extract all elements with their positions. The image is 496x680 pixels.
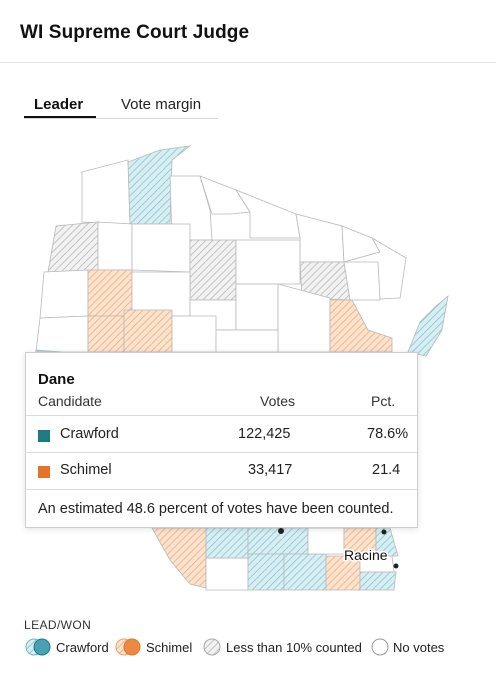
city-dot-racine bbox=[393, 563, 399, 569]
county-douglas bbox=[81, 159, 131, 225]
tooltip-row-candidate: Crawford bbox=[60, 426, 119, 442]
place-label-racine: Racine bbox=[344, 547, 388, 563]
page-title: WI Supreme Court Judge bbox=[20, 22, 250, 43]
county-milwaukee bbox=[375, 527, 399, 557]
county-burnett bbox=[47, 221, 99, 273]
county-dane-south bbox=[247, 527, 309, 555]
view-tabs: Leader Vote margin bbox=[24, 96, 218, 119]
county-lincoln bbox=[235, 283, 279, 331]
schimel-swatch-icon bbox=[115, 638, 141, 656]
tab-vote-margin[interactable]: Vote margin bbox=[121, 96, 202, 113]
crawford-swatch-icon bbox=[38, 430, 50, 442]
tooltip-row-pct: 21.4 bbox=[372, 462, 401, 478]
county-grant bbox=[151, 527, 207, 589]
county-kenosha bbox=[359, 571, 397, 591]
county-lafayette bbox=[205, 557, 249, 591]
tooltip-col-pct: Pct. bbox=[371, 393, 396, 409]
empty-circle-icon bbox=[371, 638, 389, 656]
crawford-swatch-icon bbox=[25, 638, 51, 656]
county-iowa bbox=[205, 527, 249, 559]
hatched-circle-icon bbox=[203, 638, 221, 656]
legend-label: No votes bbox=[393, 640, 445, 655]
city-markers bbox=[278, 528, 399, 569]
legend-label: Crawford bbox=[56, 640, 109, 655]
county-rock bbox=[283, 553, 327, 591]
county-st-croix bbox=[35, 315, 89, 353]
tooltip-counted-note: An estimated 48.6 percent of votes have … bbox=[38, 501, 394, 517]
tooltip-divider bbox=[26, 452, 417, 453]
tab-leader[interactable]: Leader bbox=[24, 96, 96, 118]
county-polk bbox=[39, 269, 89, 319]
legend-label: Schimel bbox=[146, 640, 193, 655]
county-clark bbox=[171, 315, 217, 353]
county-sawyer bbox=[131, 223, 191, 273]
county-iron bbox=[199, 175, 251, 215]
county-vilas bbox=[234, 189, 301, 239]
county-shapes[interactable] bbox=[35, 145, 449, 591]
county-jefferson bbox=[307, 527, 345, 555]
legend-label: Less than 10% counted bbox=[226, 640, 362, 655]
tooltip-county-name: Dane bbox=[38, 371, 75, 388]
tooltip-row-pct: 78.6% bbox=[367, 426, 409, 442]
tooltip-divider bbox=[26, 415, 417, 416]
title-divider bbox=[0, 62, 496, 63]
city-dot-milwaukee bbox=[381, 529, 387, 535]
county-door bbox=[407, 294, 449, 357]
tooltip-divider bbox=[26, 489, 417, 490]
county-green bbox=[247, 553, 285, 591]
county-oconto bbox=[343, 261, 381, 301]
tooltip-row-candidate: Schimel bbox=[60, 462, 112, 478]
tooltip-col-votes: Votes bbox=[260, 393, 296, 409]
county-barron bbox=[87, 269, 133, 317]
county-forest bbox=[295, 213, 345, 263]
city-dot-madison bbox=[278, 528, 284, 534]
county-shawano bbox=[329, 299, 393, 353]
county-price bbox=[189, 239, 237, 301]
tooltip-row-votes: 33,417 bbox=[248, 462, 293, 478]
legend-title: LEAD/WON bbox=[24, 618, 92, 632]
county-dunn bbox=[87, 315, 125, 353]
tooltip-col-candidate: Candidate bbox=[38, 393, 102, 409]
county-oneida bbox=[235, 239, 301, 285]
schimel-swatch-icon bbox=[38, 466, 50, 478]
county-tooltip: Dane Candidate Votes Pct. Crawford 122,4… bbox=[25, 352, 418, 528]
tooltip-row-votes: 122,425 bbox=[238, 426, 291, 442]
county-washburn bbox=[97, 221, 133, 271]
county-rusk bbox=[131, 271, 191, 317]
county-chippewa bbox=[123, 309, 173, 353]
county-wood bbox=[215, 329, 279, 353]
